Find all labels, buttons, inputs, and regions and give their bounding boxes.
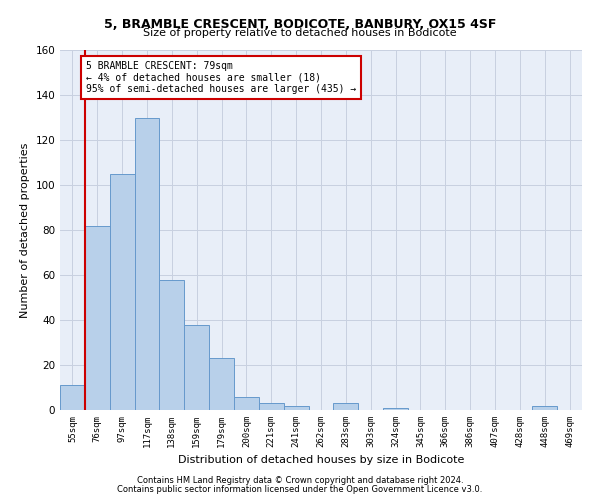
Bar: [532, 406, 557, 410]
Bar: [383, 408, 408, 410]
Bar: [85, 226, 110, 410]
Text: Contains HM Land Registry data © Crown copyright and database right 2024.: Contains HM Land Registry data © Crown c…: [137, 476, 463, 485]
Text: Size of property relative to detached houses in Bodicote: Size of property relative to detached ho…: [143, 28, 457, 38]
Bar: [134, 118, 160, 410]
Text: 5, BRAMBLE CRESCENT, BODICOTE, BANBURY, OX15 4SF: 5, BRAMBLE CRESCENT, BODICOTE, BANBURY, …: [104, 18, 496, 30]
Bar: [284, 406, 308, 410]
Text: 5 BRAMBLE CRESCENT: 79sqm
← 4% of detached houses are smaller (18)
95% of semi-d: 5 BRAMBLE CRESCENT: 79sqm ← 4% of detach…: [86, 62, 356, 94]
Text: Contains public sector information licensed under the Open Government Licence v3: Contains public sector information licen…: [118, 485, 482, 494]
Bar: [160, 280, 184, 410]
Bar: [110, 174, 134, 410]
Bar: [60, 385, 85, 410]
Bar: [234, 396, 259, 410]
X-axis label: Distribution of detached houses by size in Bodicote: Distribution of detached houses by size …: [178, 456, 464, 466]
Bar: [259, 403, 284, 410]
Bar: [184, 324, 209, 410]
Bar: [334, 403, 358, 410]
Bar: [209, 358, 234, 410]
Y-axis label: Number of detached properties: Number of detached properties: [20, 142, 30, 318]
